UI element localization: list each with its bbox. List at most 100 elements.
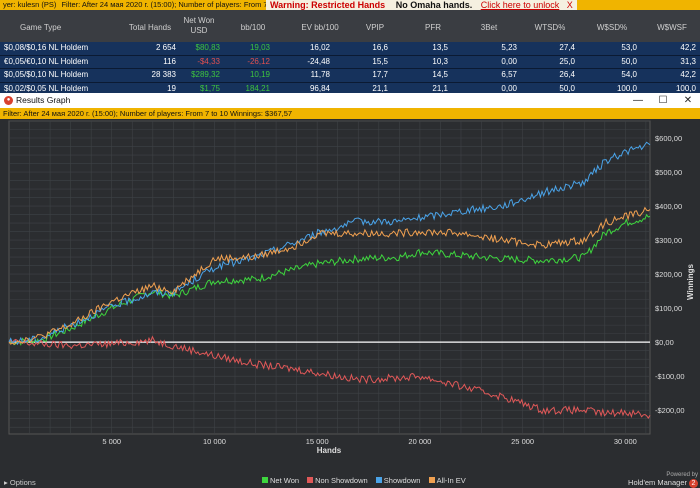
window-title: Results Graph — [16, 95, 71, 105]
cell-net-won: $80,83 — [195, 43, 220, 52]
series-lines — [8, 141, 651, 420]
header-total-hands[interactable]: Total Hands — [128, 23, 172, 32]
bottom-bar — [0, 477, 700, 488]
cell-game-type: €0,05/€0,10 NL Holdem — [4, 56, 89, 66]
y-tick-label: -$200,00 — [655, 406, 685, 415]
cell-pfr: 21,1 — [432, 83, 448, 93]
top-filter-text: Filter: After 24 мая 2020 г. (15:00); Nu… — [61, 0, 287, 9]
stats-table-header: Game Type Total Hands Net Won USD bb/100… — [0, 10, 700, 42]
series-line-showdown — [8, 141, 651, 346]
hm2-logo-icon: 2 — [689, 479, 698, 488]
cell-wtsd: 27,4 — [559, 43, 575, 52]
cell-total-hands: 28 383 — [151, 70, 176, 79]
x-tick-label: 5 000 — [102, 437, 121, 446]
cell-wwsf: 42,2 — [680, 70, 696, 79]
legend-swatch-showdown — [375, 477, 382, 483]
series-line-net-won — [9, 213, 651, 346]
cell-pfr: 10,3 — [432, 56, 448, 66]
series-line-non-showdown — [8, 335, 651, 420]
chart-legend: Net Won Non Showdown Showdown All-In EV — [256, 476, 466, 485]
window-titlebar[interactable]: ● Results Graph — ☐ ✕ — [0, 93, 700, 108]
table-row[interactable]: €0,05/€0,10 NL Holdem 116 -$4,33 -26,12 … — [0, 55, 700, 69]
grid — [9, 120, 650, 434]
y-tick-label: $500,00 — [655, 168, 682, 177]
header-ev-bb100[interactable]: EV bb/100 — [301, 23, 339, 32]
cell-net-won: $1,75 — [199, 83, 220, 93]
y-axis-label: Winnings — [686, 263, 695, 299]
cell-net-won: -$4,33 — [197, 56, 220, 66]
cell-wwsf: 42,2 — [680, 43, 696, 52]
cell-ev-bb100: 11,78 — [310, 70, 330, 79]
cell-wsd: 100,0 — [616, 83, 637, 93]
powered-by-text: Powered by — [666, 472, 698, 478]
header-bb100[interactable]: bb/100 — [240, 23, 266, 32]
table-row[interactable]: $0,05/$0,10 NL Holdem 28 383 $289,32 10,… — [0, 69, 700, 83]
y-tick-labels: -$200,00 -$100,00 $0,00 $100,00 $200,00 $300,… — [655, 134, 685, 415]
cell-3bet: 0,00 — [501, 56, 517, 66]
options-label: Options — [9, 478, 36, 487]
header-3bet[interactable]: 3Bet — [480, 23, 498, 32]
cell-bb100: 184,21 — [245, 83, 270, 93]
y-tick-label: $100,00 — [655, 304, 682, 313]
cell-wsd: 53,0 — [621, 43, 637, 52]
cell-game-type: $0,05/$0,10 NL Holdem — [4, 70, 89, 79]
header-net-won[interactable]: Net Won USD — [183, 16, 215, 35]
legend-swatch-all-in-ev — [428, 477, 435, 483]
cell-ev-bb100: 16,02 — [309, 43, 330, 52]
x-tick-label: 15 000 — [306, 437, 329, 446]
x-tick-label: 30 000 — [614, 437, 637, 446]
header-vpip[interactable]: VPIP — [365, 23, 385, 32]
cell-bb100: 10,19 — [249, 70, 270, 79]
header-wsd[interactable]: W$SD% — [596, 23, 628, 32]
warning-detail: No Omaha hands. — [395, 0, 473, 10]
y-tick-label: $200,00 — [655, 270, 682, 279]
table-row[interactable]: $0,08/$0,16 NL Holdem 2 654 $80,83 19,03… — [0, 42, 700, 56]
plot-background — [8, 120, 651, 435]
cell-wsd: 50,0 — [621, 56, 637, 66]
cell-total-hands: 19 — [167, 83, 176, 93]
x-tick-label: 25 000 — [511, 437, 534, 446]
legend-all-in-ev[interactable]: All-In EV — [436, 476, 466, 485]
cell-vpip: 17,7 — [372, 70, 388, 79]
cell-ev-bb100: 96,84 — [309, 83, 330, 93]
x-tick-label: 20 000 — [408, 437, 431, 446]
cell-3bet: 0,00 — [501, 83, 517, 93]
stats-table-body: $0,08/$0,16 NL Holdem 2 654 $80,83 19,03… — [0, 42, 700, 96]
legend-net-won[interactable]: Net Won — [270, 476, 300, 485]
cell-vpip: 15,5 — [372, 56, 388, 66]
cell-3bet: 6,57 — [501, 70, 517, 79]
brand-block: Powered by Hold'em Manager 2 — [614, 472, 698, 488]
cell-bb100: -26,12 — [247, 56, 270, 66]
cell-wwsf: 31,3 — [680, 56, 696, 66]
legend-swatch-net-won — [262, 477, 268, 483]
x-axis-label: Hands — [317, 446, 342, 455]
cell-net-won: $289,32 — [191, 70, 220, 79]
y-tick-label: $400,00 — [655, 202, 682, 211]
cell-game-type: $0,08/$0,16 NL Holdem — [4, 43, 89, 52]
legend-non-showdown[interactable]: Non Showdown — [315, 476, 368, 485]
cell-wwsf: 100,0 — [675, 83, 696, 93]
cell-ev-bb100: -24,48 — [307, 56, 330, 66]
unlock-link[interactable]: Click here to unlock — [480, 0, 560, 10]
maximize-button[interactable]: ☐ — [658, 95, 668, 106]
legend-showdown[interactable]: Showdown — [383, 476, 421, 485]
cell-3bet: 5,23 — [501, 43, 517, 52]
header-wtsd[interactable]: WTSD% — [534, 23, 566, 32]
graph-filter-bar: Filter: After 24 мая 2020 г. (15:00); Nu… — [0, 108, 700, 119]
cell-game-type: $0,02/$0,05 NL Holdem — [4, 83, 89, 93]
warning-close-button[interactable]: X — [566, 0, 573, 10]
header-pfr[interactable]: PFR — [425, 23, 441, 32]
cell-bb100: 19,03 — [249, 43, 270, 52]
warning-banner: Warning: Restricted Hands No Omaha hands… — [266, 0, 577, 10]
minimize-button[interactable]: — — [633, 95, 643, 106]
cell-wtsd: 50,0 — [559, 83, 575, 93]
header-game-type[interactable]: Game Type — [20, 23, 62, 32]
player-label: yer: kulesn (PS) — [3, 0, 57, 9]
header-wwsf[interactable]: W$WSF — [657, 23, 687, 32]
series-line-all-in-ev — [8, 206, 651, 345]
options-button[interactable]: ▸ Options — [4, 478, 36, 487]
warning-title: Warning: Restricted Hands — [270, 0, 386, 10]
close-button[interactable]: ✕ — [683, 95, 693, 106]
cell-wtsd: 25,0 — [559, 56, 575, 66]
